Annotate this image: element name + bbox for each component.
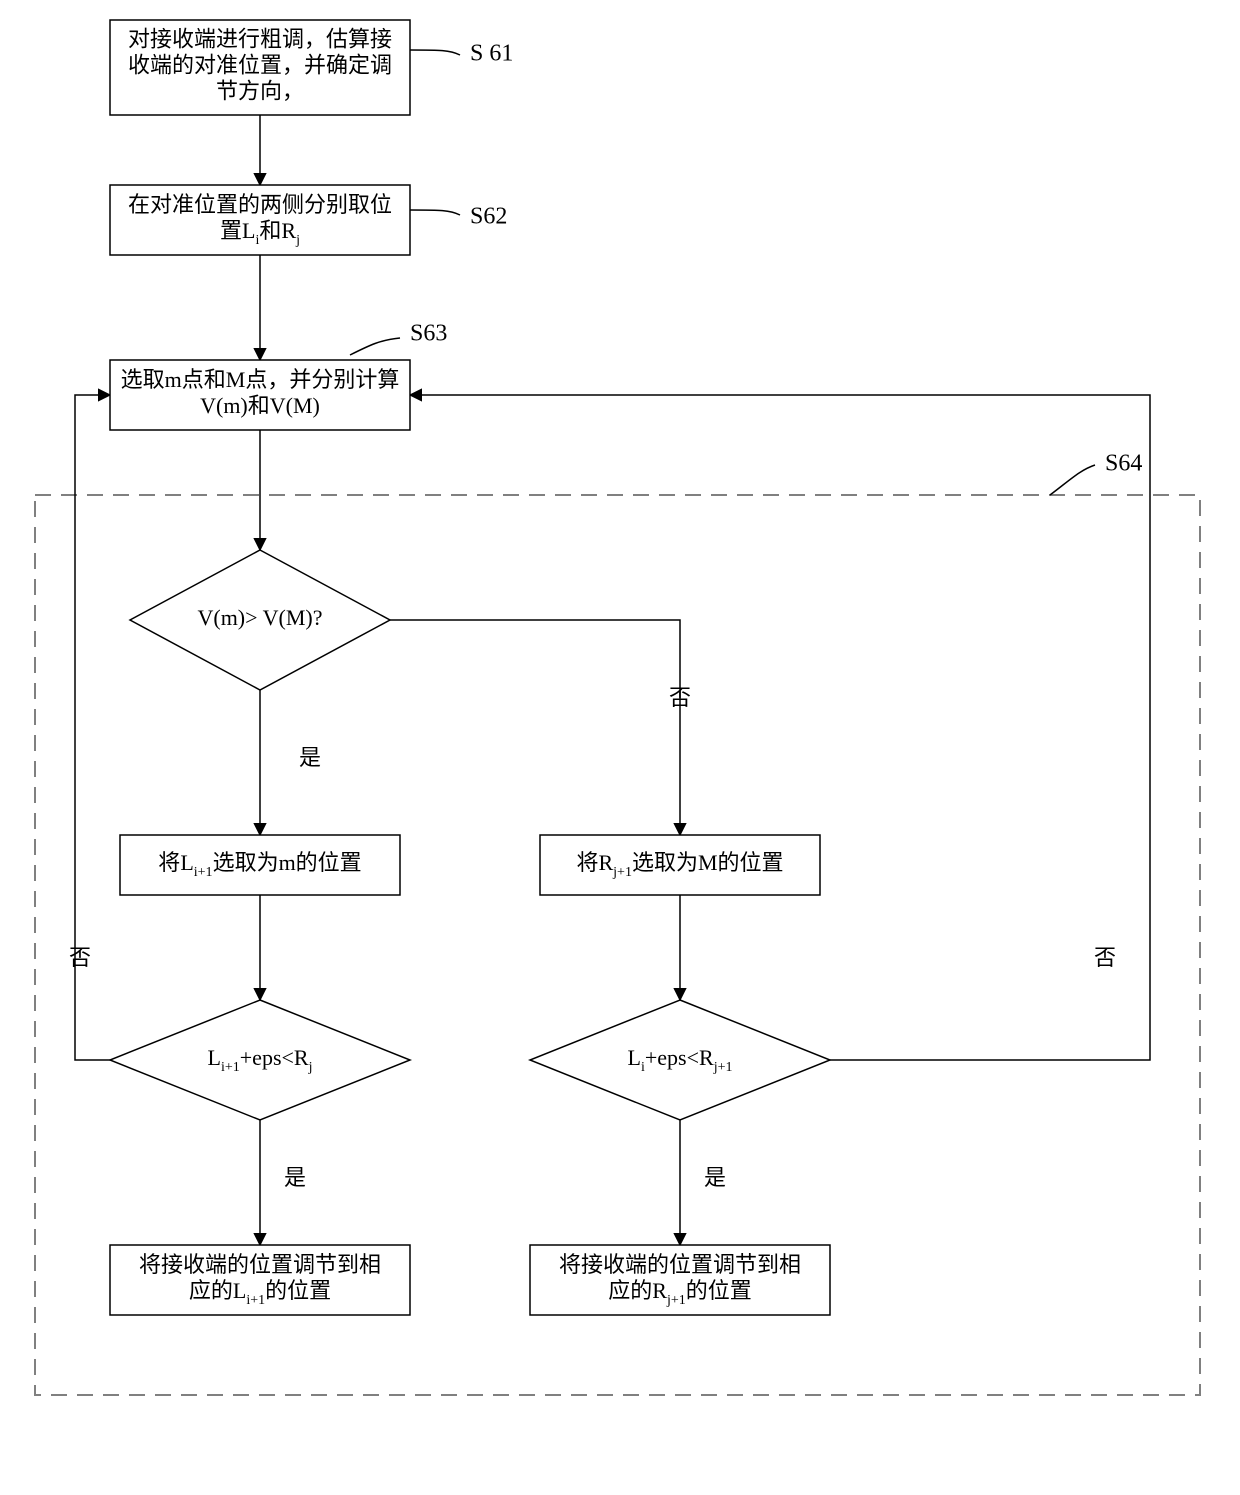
svg-text:是: 是	[704, 1165, 726, 1190]
svg-text:V(m)> V(M)?: V(m)> V(M)?	[197, 605, 322, 630]
label-s62: S62	[470, 204, 507, 230]
label-s61: S 61	[470, 41, 513, 67]
edge	[390, 620, 680, 835]
svg-text:将接收端的位置调节到相: 将接收端的位置调节到相	[559, 1252, 801, 1277]
svg-text:V(m)和V(M): V(m)和V(M)	[200, 393, 320, 418]
callout-s64	[1050, 465, 1095, 495]
callout-s63	[350, 338, 400, 355]
callout-s61	[410, 50, 460, 55]
svg-text:是: 是	[284, 1165, 306, 1190]
callout-s62	[410, 210, 460, 215]
svg-text:对接收端进行粗调，估算接: 对接收端进行粗调，估算接	[128, 27, 392, 52]
label-s63: S63	[410, 321, 447, 347]
flowchart-canvas: 是否是是否否对接收端进行粗调，估算接收端的对准位置，并确定调节方向，在对准位置的…	[0, 0, 1240, 1495]
svg-text:选取m点和M点，并分别计算: 选取m点和M点，并分别计算	[121, 367, 400, 392]
svg-text:在对准位置的两侧分别取位: 在对准位置的两侧分别取位	[128, 192, 392, 217]
svg-text:收端的对准位置，并确定调: 收端的对准位置，并确定调	[128, 53, 392, 78]
label-s64: S64	[1105, 451, 1142, 477]
svg-text:将接收端的位置调节到相: 将接收端的位置调节到相	[139, 1252, 381, 1277]
svg-text:否: 否	[669, 685, 691, 710]
svg-text:节方向，: 节方向，	[216, 79, 304, 104]
svg-text:否: 否	[69, 945, 91, 970]
svg-text:是: 是	[299, 745, 321, 770]
svg-text:否: 否	[1094, 945, 1116, 970]
